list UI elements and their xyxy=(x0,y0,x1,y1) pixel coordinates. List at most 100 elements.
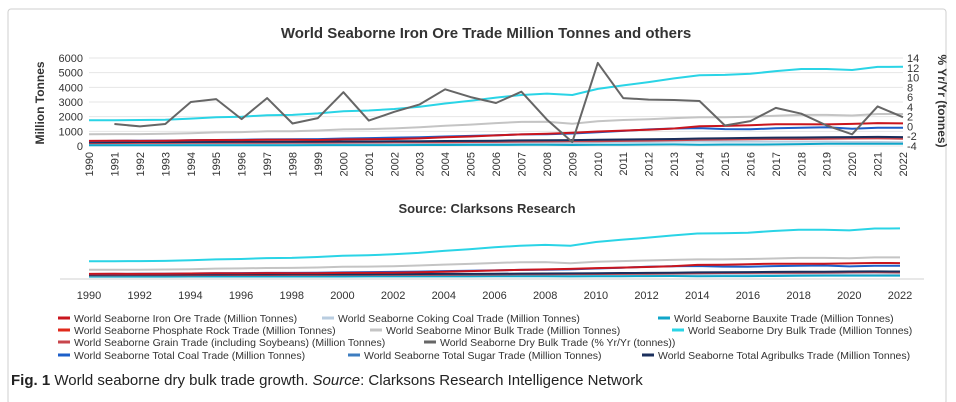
x-tick-label: 2018 xyxy=(796,152,808,176)
legend-label: World Seaborne Coking Coal Trade (Millio… xyxy=(338,313,580,325)
legend: World Seaborne Iron Ore Trade (Million T… xyxy=(58,313,912,362)
x-tick-label: 1999 xyxy=(313,152,325,176)
y2-tick-label: 0 xyxy=(907,121,913,133)
series-line xyxy=(88,135,904,144)
legend-label: World Seaborne Total Coal Trade (Million… xyxy=(74,350,305,362)
navigator-series-line xyxy=(88,270,901,276)
y2-tick-label: 10 xyxy=(907,73,919,85)
x-tick-label: 2007 xyxy=(516,152,528,176)
navigator-series-line xyxy=(89,274,900,278)
legend-label: World Seaborne Minor Bulk Trade (Million… xyxy=(386,325,620,337)
series-line xyxy=(88,65,904,122)
navigator-series-line xyxy=(88,256,900,271)
navigator-x-tick-label: 1994 xyxy=(178,290,202,302)
bottom-chart: 1990 1992 1994 1996 1998 2000 2002 2004 2006 2008… xyxy=(60,227,924,302)
x-tick-label: 1995 xyxy=(211,152,223,176)
figure-caption: Fig. 1 World seaborne dry bulk trade gro… xyxy=(11,372,643,389)
y-tick-label: 0 xyxy=(77,141,83,153)
legend-label: World Seaborne Total Agribulks Trade (Mi… xyxy=(658,350,910,362)
caption-source-text: : Clarksons Research Intelligence Networ… xyxy=(360,372,643,389)
y-tick-label: 3000 xyxy=(59,97,83,109)
x-tick-label: 2014 xyxy=(695,152,707,176)
x-tick-label: 1990 xyxy=(84,152,96,176)
navigator-x-tick-label: 2018 xyxy=(786,290,810,302)
x-tick-label: 2015 xyxy=(720,152,732,176)
x-tick-label: 1992 xyxy=(135,152,147,176)
y2-tick-label: 6 xyxy=(907,92,913,104)
navigator-x-tick-label: 2002 xyxy=(381,290,405,302)
series-line xyxy=(89,142,903,147)
series-line xyxy=(114,61,904,144)
navigator-x-tick-label: 2012 xyxy=(634,290,658,302)
x-tick-label: 2004 xyxy=(440,152,452,176)
navigator-series-line xyxy=(88,261,901,275)
x-tick-label: 1993 xyxy=(160,152,172,176)
top-chart: 0100020003000400050006000-4-202468101214… xyxy=(33,53,949,176)
x-tick-label: 2022 xyxy=(898,152,910,176)
y2-tick-label: 12 xyxy=(907,63,919,75)
legend-label: World Seaborne Total Sugar Trade (Millio… xyxy=(364,350,602,362)
x-tick-label: 1997 xyxy=(262,152,274,176)
navigator-x-tick-label: 2010 xyxy=(584,290,608,302)
x-tick-label: 2021 xyxy=(873,152,885,176)
navigator-x-tick-label: 2016 xyxy=(736,290,760,302)
x-tick-label: 2017 xyxy=(771,152,783,176)
y2-tick-label: 14 xyxy=(907,53,919,65)
x-tick-label: 2006 xyxy=(491,152,503,176)
navigator-x-tick-label: 2006 xyxy=(482,290,506,302)
x-tick-label: 2019 xyxy=(822,152,834,176)
x-tick-label: 1998 xyxy=(288,152,300,176)
x-tick-label: 2016 xyxy=(745,152,757,176)
legend-label: World Seaborne Phosphate Rock Trade (Mil… xyxy=(74,325,336,337)
figure-label: Fig. 1 xyxy=(11,372,51,389)
legend-label: World Seaborne Dry Bulk Trade (Million T… xyxy=(688,325,912,337)
x-tick-label: 2002 xyxy=(389,152,401,176)
y2-tick-label: 8 xyxy=(907,82,913,94)
navigator-x-tick-label: 2014 xyxy=(685,290,709,302)
x-tick-label: 2010 xyxy=(593,152,605,176)
x-tick-label: 2009 xyxy=(567,152,579,176)
navigator-x-tick-label: 1992 xyxy=(127,290,151,302)
x-tick-label: 2020 xyxy=(847,152,859,176)
y2-tick-label: 2 xyxy=(907,112,913,124)
y-tick-label: 1000 xyxy=(59,126,83,138)
x-tick-label: 2005 xyxy=(466,152,478,176)
top-chart-title: World Seaborne Iron Ore Trade Million To… xyxy=(281,25,691,42)
y2-tick-label: -2 xyxy=(907,131,917,143)
legend-label: World Seaborne Dry Bulk Trade (% Yr/Yr (… xyxy=(440,337,675,349)
x-tick-label: 2011 xyxy=(618,152,630,176)
y-axis-title: Million Tonnes xyxy=(33,61,47,144)
x-tick-label: 2008 xyxy=(542,152,554,176)
series-line xyxy=(88,122,904,142)
y-tick-label: 2000 xyxy=(59,112,83,124)
x-tick-label: 1991 xyxy=(109,152,121,176)
x-tick-label: 1994 xyxy=(186,152,198,176)
y2-tick-label: -4 xyxy=(907,141,917,153)
x-tick-label: 2013 xyxy=(669,152,681,176)
x-tick-label: 2012 xyxy=(644,152,656,176)
x-tick-label: 2001 xyxy=(364,152,376,176)
navigator-x-tick-label: 1996 xyxy=(229,290,253,302)
caption-source-label: Source xyxy=(312,372,361,389)
legend-label: World Seaborne Grain Trade (including So… xyxy=(74,337,385,349)
navigator-x-tick-label: 2020 xyxy=(837,290,861,302)
y-tick-label: 6000 xyxy=(59,53,83,65)
y2-axis-title: % Yr/Yr (tonnes) xyxy=(935,54,949,147)
navigator-x-tick-label: 1998 xyxy=(280,290,304,302)
x-tick-label: 2003 xyxy=(415,152,427,176)
bottom-chart-title: Source: Clarksons Research xyxy=(398,201,575,216)
y-tick-label: 5000 xyxy=(59,68,83,80)
navigator-x-tick-label: 2022 xyxy=(888,290,912,302)
navigator-x-tick-label: 2008 xyxy=(533,290,557,302)
legend-label: World Seaborne Iron Ore Trade (Million T… xyxy=(74,313,297,325)
caption-text: World seaborne dry bulk trade growth. xyxy=(54,372,309,389)
chart-border xyxy=(7,8,947,402)
series-line xyxy=(88,113,903,136)
navigator-x-tick-label: 1990 xyxy=(77,290,101,302)
y-tick-label: 4000 xyxy=(59,82,83,94)
x-tick-label: 2000 xyxy=(338,152,350,176)
x-tick-label: 1996 xyxy=(237,152,249,176)
y2-tick-label: 4 xyxy=(907,102,913,114)
